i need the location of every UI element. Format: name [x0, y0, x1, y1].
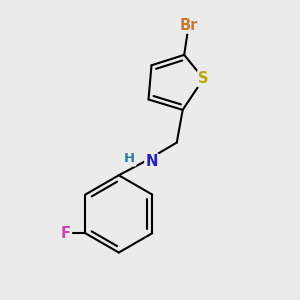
Text: H: H — [124, 152, 135, 165]
Text: Br: Br — [179, 18, 198, 33]
Text: N: N — [145, 154, 158, 169]
Text: S: S — [198, 71, 209, 86]
Text: F: F — [61, 226, 71, 241]
